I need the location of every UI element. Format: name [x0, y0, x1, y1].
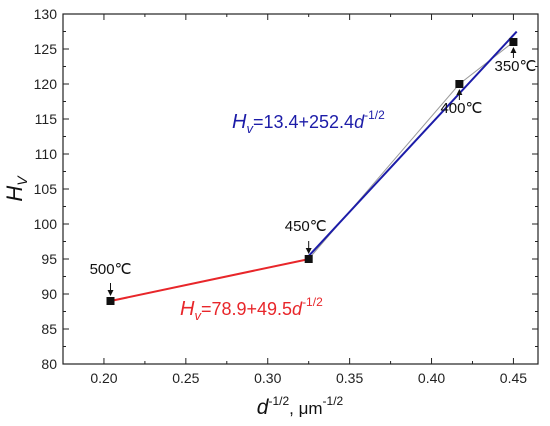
series-lines — [110, 30, 518, 302]
x-axis-title-sup: -1/2 — [268, 394, 289, 408]
x-tick-label: 0.25 — [172, 370, 199, 386]
y-tick-label: 120 — [34, 76, 58, 92]
annotation-arrowhead — [305, 248, 312, 254]
fit-equation-blue: Hv=13.4+252.4d-1/2 — [232, 108, 385, 136]
y-tick-label: 115 — [35, 111, 58, 127]
annotation-arrowhead — [456, 89, 463, 95]
fit-blue-sup: -1/2 — [364, 108, 385, 122]
y-axis-title-main: H — [2, 186, 27, 202]
y-axis-title-sub: V — [14, 175, 30, 186]
data-point — [304, 255, 313, 263]
data-point — [509, 38, 518, 46]
y-tick-label: 90 — [41, 286, 57, 302]
fit-red-rest: =78.9+49.5 — [201, 299, 292, 319]
fit-equation-red: Hv=78.9+49.5d-1/2 — [180, 295, 323, 323]
x-tick-label: 0.45 — [500, 370, 527, 386]
y-tick-label: 105 — [34, 181, 58, 197]
fit-blue-h: H — [232, 111, 247, 133]
y-tick-label: 130 — [34, 6, 58, 22]
x-tick-label: 0.35 — [336, 370, 363, 386]
annotation-arrowhead — [510, 47, 517, 53]
x-axis-title-unit: , μm — [289, 399, 322, 418]
fit-line-blue — [307, 30, 518, 257]
fit-line-red — [110, 258, 309, 302]
x-tick-label: 0.20 — [90, 370, 117, 386]
fit-red-sub: v — [194, 308, 202, 323]
data-points — [106, 38, 518, 305]
x-tick-label: 0.40 — [418, 370, 445, 386]
point-annotations: 500℃ 450℃ 400℃ 350℃ — [90, 47, 536, 296]
data-point — [106, 297, 115, 305]
x-axis-title: d-1/2, μm-1/2 — [257, 394, 344, 419]
fit-red-var: d — [292, 299, 303, 319]
y-tick-label: 110 — [35, 146, 58, 162]
y-tick-label: 125 — [34, 41, 58, 57]
fit-red-h: H — [180, 298, 195, 320]
y-tick-label: 80 — [41, 356, 57, 372]
fit-blue-sub: v — [246, 121, 254, 136]
fit-blue-rest: =13.4+252.4 — [253, 112, 354, 132]
point-label: 350℃ — [494, 58, 536, 75]
point-label: 500℃ — [90, 261, 132, 278]
point-label: 450℃ — [285, 218, 327, 235]
fit-blue-var: d — [354, 112, 365, 132]
y-tick-label: 100 — [34, 216, 58, 232]
fit-red-sup: -1/2 — [302, 295, 323, 309]
axis-ticks: 0.20 0.25 0.30 0.35 0.40 0.45 80 85 90 95 100 105 11… — [34, 6, 538, 386]
y-tick-label: 85 — [41, 321, 57, 337]
data-point — [455, 80, 464, 88]
y-tick-label: 95 — [41, 251, 57, 267]
y-axis-title: HV — [2, 175, 30, 202]
annotation-arrowhead — [107, 290, 114, 296]
point-label: 400℃ — [440, 100, 482, 117]
x-axis-title-main: d — [257, 396, 270, 419]
x-axis-title-unit-sup: -1/2 — [323, 394, 344, 408]
x-tick-label: 0.30 — [254, 370, 281, 386]
